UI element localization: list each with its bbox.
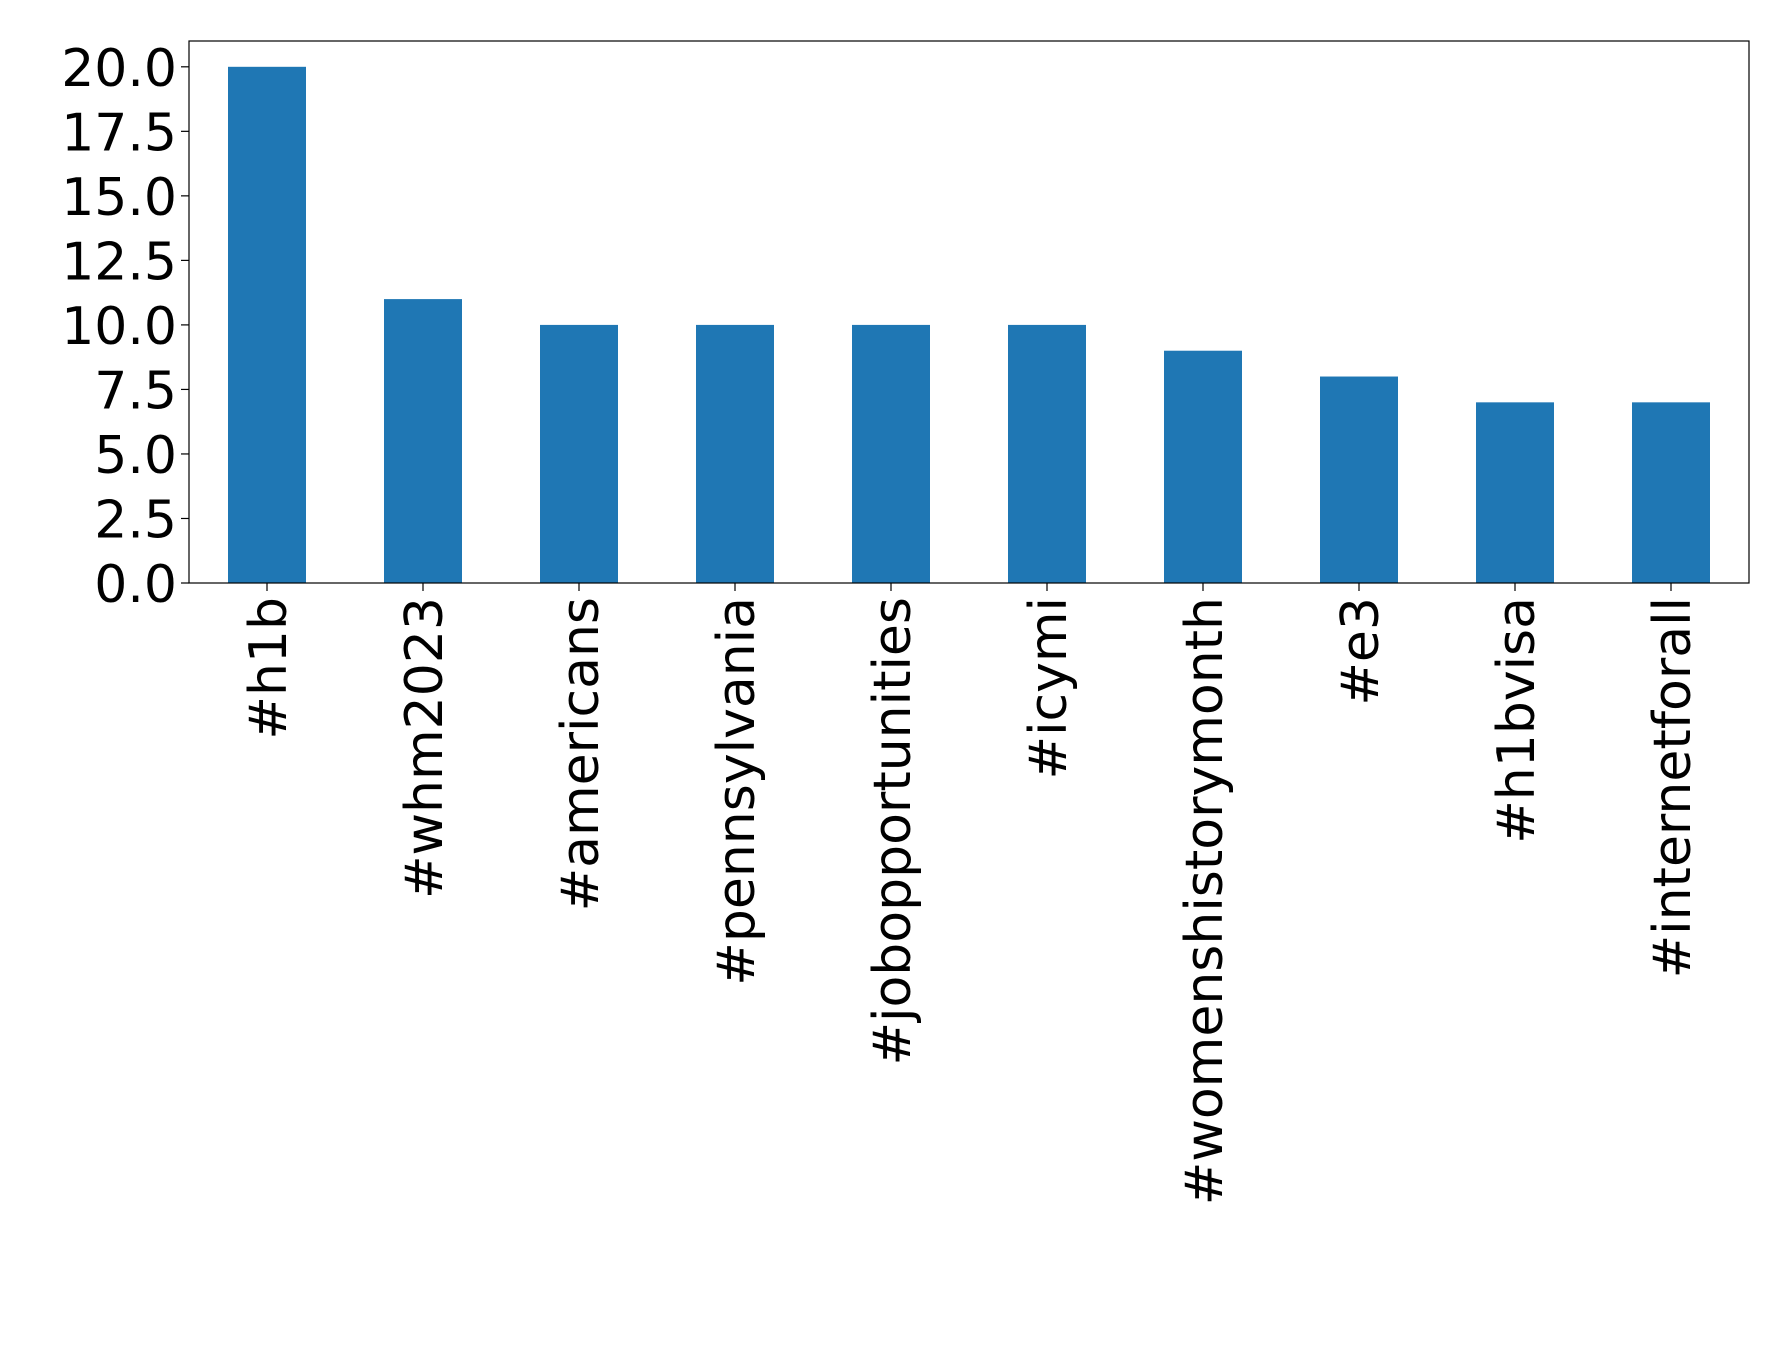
x-tick-label: #h1bvisa bbox=[1487, 597, 1547, 844]
x-tick-label: #h1b bbox=[239, 597, 299, 740]
y-tick-label: 5.0 bbox=[94, 426, 177, 486]
x-tick-label: #womenshistorymonth bbox=[1175, 597, 1235, 1205]
bar bbox=[540, 324, 618, 583]
x-tick-label: #americans bbox=[551, 597, 611, 911]
bar bbox=[1320, 376, 1398, 583]
y-tick-label: 0.0 bbox=[94, 555, 177, 615]
x-tick-label: #pennsylvania bbox=[707, 597, 767, 986]
bar bbox=[384, 299, 462, 583]
x-tick-label: #internetforall bbox=[1643, 597, 1703, 978]
x-tick-label: #e3 bbox=[1331, 597, 1391, 706]
y-tick-label: 17.5 bbox=[61, 103, 177, 163]
y-tick-label: 15.0 bbox=[61, 168, 177, 228]
y-tick-label: 2.5 bbox=[94, 490, 177, 550]
bar bbox=[1632, 402, 1710, 583]
bar bbox=[696, 324, 774, 583]
y-tick-label: 7.5 bbox=[94, 361, 177, 421]
axes-frame bbox=[188, 40, 1750, 584]
bar bbox=[1008, 324, 1086, 583]
y-tick-label: 12.5 bbox=[61, 232, 177, 292]
y-tick-label: 10.0 bbox=[61, 297, 177, 357]
bar bbox=[228, 66, 306, 584]
bar bbox=[852, 324, 930, 583]
bar bbox=[1164, 350, 1242, 583]
y-tick-label: 20.0 bbox=[61, 39, 177, 99]
x-tick-label: #jobopportunities bbox=[863, 597, 923, 1066]
x-tick-label: #icymi bbox=[1019, 597, 1079, 779]
bar bbox=[1476, 402, 1554, 583]
x-tick-label: #whm2023 bbox=[395, 597, 455, 899]
